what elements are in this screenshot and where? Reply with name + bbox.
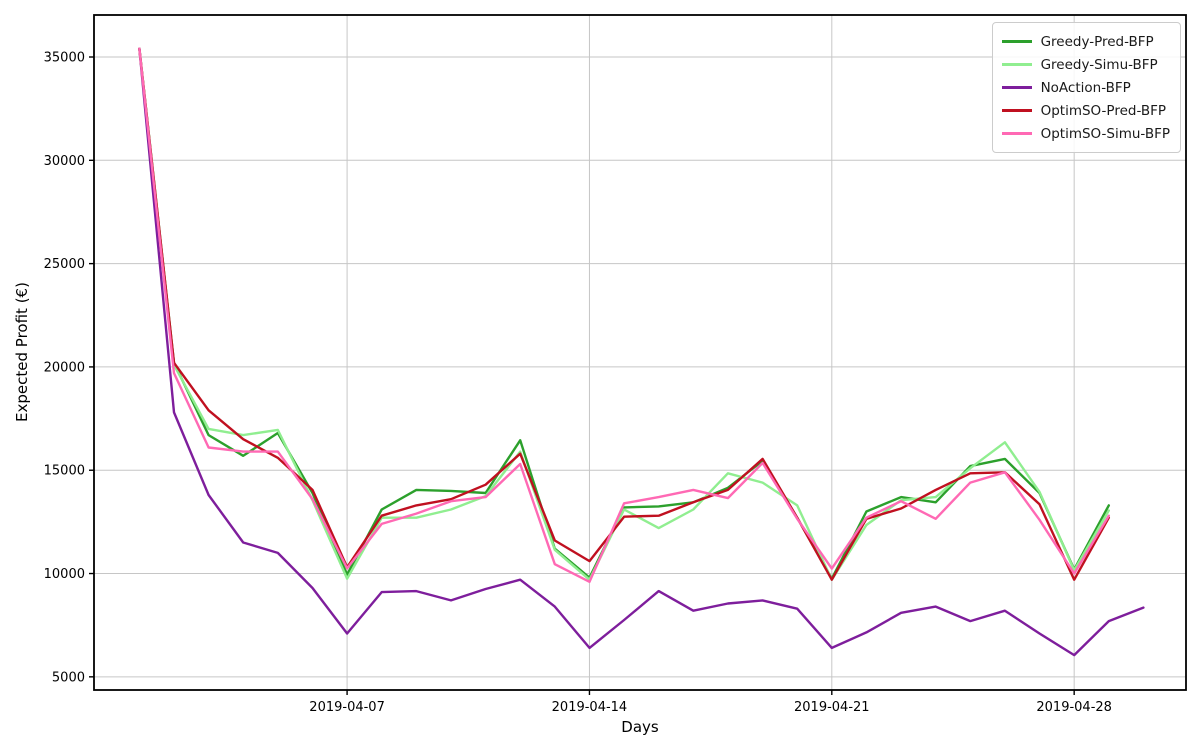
series-line-greedy-pred-bfp [138, 47, 1111, 580]
y-tick-label: 5000 [52, 670, 85, 685]
legend-swatch-icon [1001, 40, 1032, 43]
x-tick-label: 2019-04-28 [1036, 700, 1112, 715]
legend-item: OptimSO-Simu-BFP [1001, 122, 1170, 145]
series-line-optimso-simu-bfp [138, 47, 1111, 583]
y-axis-label: Expected Profit (€) [13, 282, 31, 422]
y-tick-label: 35000 [44, 51, 85, 66]
y-tick-label: 20000 [44, 360, 85, 375]
series-line-noaction-bfp [138, 47, 1145, 657]
y-tick-label: 25000 [44, 257, 85, 272]
series-line-greedy-simu-bfp [138, 47, 1111, 581]
legend-item: Greedy-Pred-BFP [1001, 30, 1170, 53]
legend-label: Greedy-Pred-BFP [1040, 33, 1154, 50]
y-tick-label: 15000 [44, 464, 85, 479]
x-tick-label: 2019-04-14 [552, 700, 628, 715]
x-tick-label: 2019-04-21 [794, 700, 870, 715]
legend-label: OptimSO-Pred-BFP [1040, 102, 1167, 119]
series-line-optimso-pred-bfp [138, 47, 1111, 581]
y-tick-label: 30000 [44, 154, 85, 169]
legend-label: OptimSO-Simu-BFP [1040, 125, 1170, 142]
legend-label: NoAction-BFP [1040, 79, 1131, 96]
legend-item: NoAction-BFP [1001, 76, 1170, 99]
legend-swatch-icon [1001, 109, 1032, 112]
legend-swatch-icon [1001, 132, 1032, 135]
legend-swatch-icon [1001, 86, 1032, 89]
legend-swatch-icon [1001, 63, 1032, 66]
legend: Greedy-Pred-BFP Greedy-Simu-BFP NoAction-B… [991, 22, 1181, 153]
legend-item: Greedy-Simu-BFP [1001, 53, 1170, 76]
x-tick-label: 2019-04-07 [309, 700, 385, 715]
plot-border [93, 14, 1187, 691]
legend-label: Greedy-Simu-BFP [1040, 56, 1158, 73]
y-tick-label: 10000 [44, 567, 85, 582]
legend-item: OptimSO-Pred-BFP [1001, 99, 1170, 122]
x-axis-label: Days [621, 718, 659, 736]
